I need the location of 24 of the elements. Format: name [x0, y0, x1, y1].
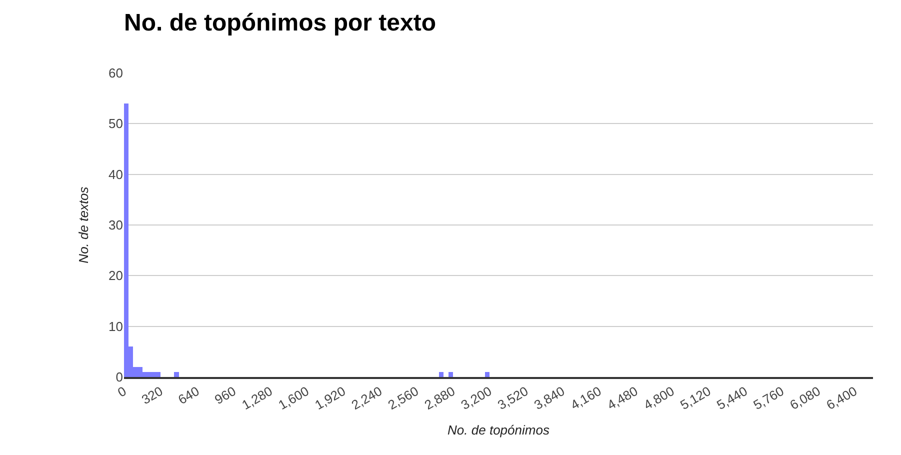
x-tick-label: 5,440 [714, 383, 750, 413]
x-tick-label: 3,200 [458, 383, 494, 413]
x-tick-label: 4,160 [568, 383, 604, 413]
y-tick-label: 40 [108, 166, 123, 182]
x-axis-title: No. de topónimos [448, 422, 550, 438]
x-tick-label: 4,800 [641, 383, 677, 413]
x-tick-label: 320 [138, 383, 166, 408]
x-tick-label: 5,120 [678, 383, 714, 413]
x-tick-label: 3,520 [494, 383, 531, 413]
y-tick-label: 60 [108, 66, 123, 81]
x-tick-label: 5,760 [750, 383, 786, 413]
x-tick-label: 6,080 [787, 383, 823, 413]
y-tick-label: 20 [108, 268, 123, 284]
chart-title: No. de topónimos por texto [124, 9, 436, 36]
x-tick-label: 4,480 [604, 383, 640, 413]
y-tick-label: 30 [108, 218, 123, 233]
x-tick-label: 3,840 [532, 383, 568, 413]
x-tick-label: 6,400 [824, 383, 860, 413]
y-axis-title: No. de textos [76, 186, 91, 264]
y-tick-label: 50 [108, 116, 123, 132]
x-tick-label: 640 [176, 383, 202, 408]
x-tick-label: 960 [212, 383, 238, 408]
y-tick-label: 10 [108, 318, 123, 334]
y-tick-label: 0 [116, 370, 123, 385]
